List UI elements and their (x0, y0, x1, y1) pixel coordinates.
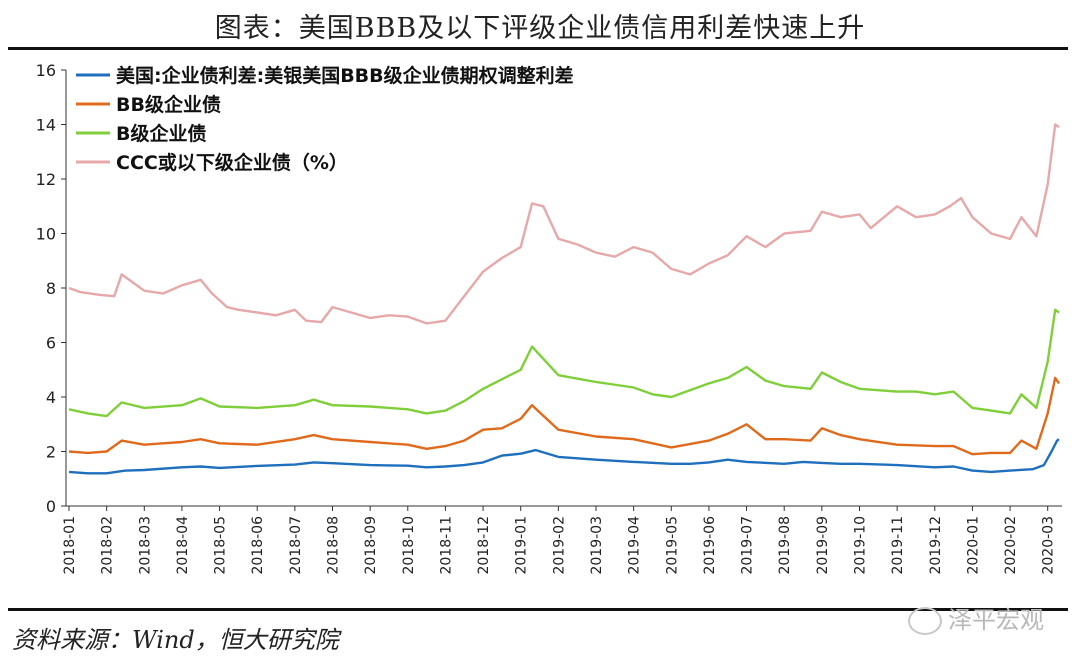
x-tick-label: 2019-08 (777, 516, 793, 575)
x-tick-label: 2018-07 (288, 516, 304, 575)
bottom-rule (8, 608, 1068, 611)
y-tick-label: 8 (46, 279, 56, 298)
wechat-icon (908, 607, 942, 635)
x-tick-label: 2019-09 (815, 516, 831, 575)
x-tick-label: 2018-02 (100, 516, 116, 575)
x-tick-label: 2019-12 (928, 516, 944, 575)
x-tick-label: 2018-09 (363, 516, 379, 575)
y-tick-label: 2 (46, 443, 56, 462)
watermark: 泽平宏观 (908, 600, 1044, 635)
x-tick-label: 2019-10 (852, 516, 868, 575)
x-tick-label: 2018-04 (175, 516, 191, 575)
x-tick-label: 2020-02 (1003, 516, 1019, 575)
y-tick-label: 12 (36, 170, 56, 189)
x-tick-label: 2018-05 (213, 516, 229, 575)
x-tick-label: 2019-04 (627, 516, 643, 575)
x-tick-label: 2020-01 (965, 516, 981, 575)
y-tick-label: 10 (36, 225, 56, 244)
y-tick-label: 6 (46, 334, 56, 353)
series-line-2 (68, 308, 1060, 418)
chart-axes: 0 2 4 6 8 10 12 14 16 2018-01 2018-02 2018-03 2018-0… (36, 61, 1062, 575)
x-tick-label: 2019-11 (890, 516, 906, 575)
x-tick-label: 2019-02 (551, 516, 567, 575)
x-tick-label: 2018-12 (476, 516, 492, 575)
x-tick-label: 2018-10 (401, 516, 417, 575)
y-tick-label: 14 (36, 116, 56, 135)
legend-label-1: BB级企业债 (116, 93, 221, 116)
chart-series (68, 123, 1060, 475)
source-note: 资料来源：Wind，恒大研究院 (12, 626, 339, 654)
top-rule (8, 47, 1068, 50)
legend-label-3: CCC或以下级企业债（%） (116, 151, 348, 174)
series-line-3 (68, 123, 1060, 325)
y-tick-label: 0 (46, 497, 56, 516)
page-title: 图表：美国BBB及以下评级企业债信用利差快速上升 (214, 13, 866, 44)
y-tick-label: 16 (36, 61, 56, 80)
x-tick-label: 2018-08 (325, 516, 341, 575)
x-tick-label: 2018-03 (137, 516, 153, 575)
legend-label-0: 美国:企业债利差:美银美国BBB级企业债期权调整利差 (116, 64, 574, 87)
x-tick-label: 2018-11 (438, 516, 454, 575)
x-tick-label: 2018-06 (250, 516, 266, 575)
series-line-0 (68, 438, 1060, 475)
x-tick-label: 2018-01 (62, 516, 78, 575)
chart-legend: 美国:企业债利差:美银美国BBB级企业债期权调整利差 BB级企业债 B级企业债 CCC… (76, 64, 574, 174)
series-line-1 (68, 376, 1060, 456)
legend-label-2: B级企业债 (116, 122, 206, 145)
y-tick-label: 4 (46, 388, 56, 407)
x-tick-label: 2019-03 (589, 516, 605, 575)
x-tick-label: 2019-06 (702, 516, 718, 575)
x-tick-label: 2019-07 (740, 516, 756, 575)
x-tick-label: 2020-03 (1041, 516, 1057, 575)
x-tick-label: 2019-01 (514, 516, 530, 575)
watermark-text: 泽平宏观 (948, 606, 1044, 634)
x-tick-label: 2019-05 (664, 516, 680, 575)
